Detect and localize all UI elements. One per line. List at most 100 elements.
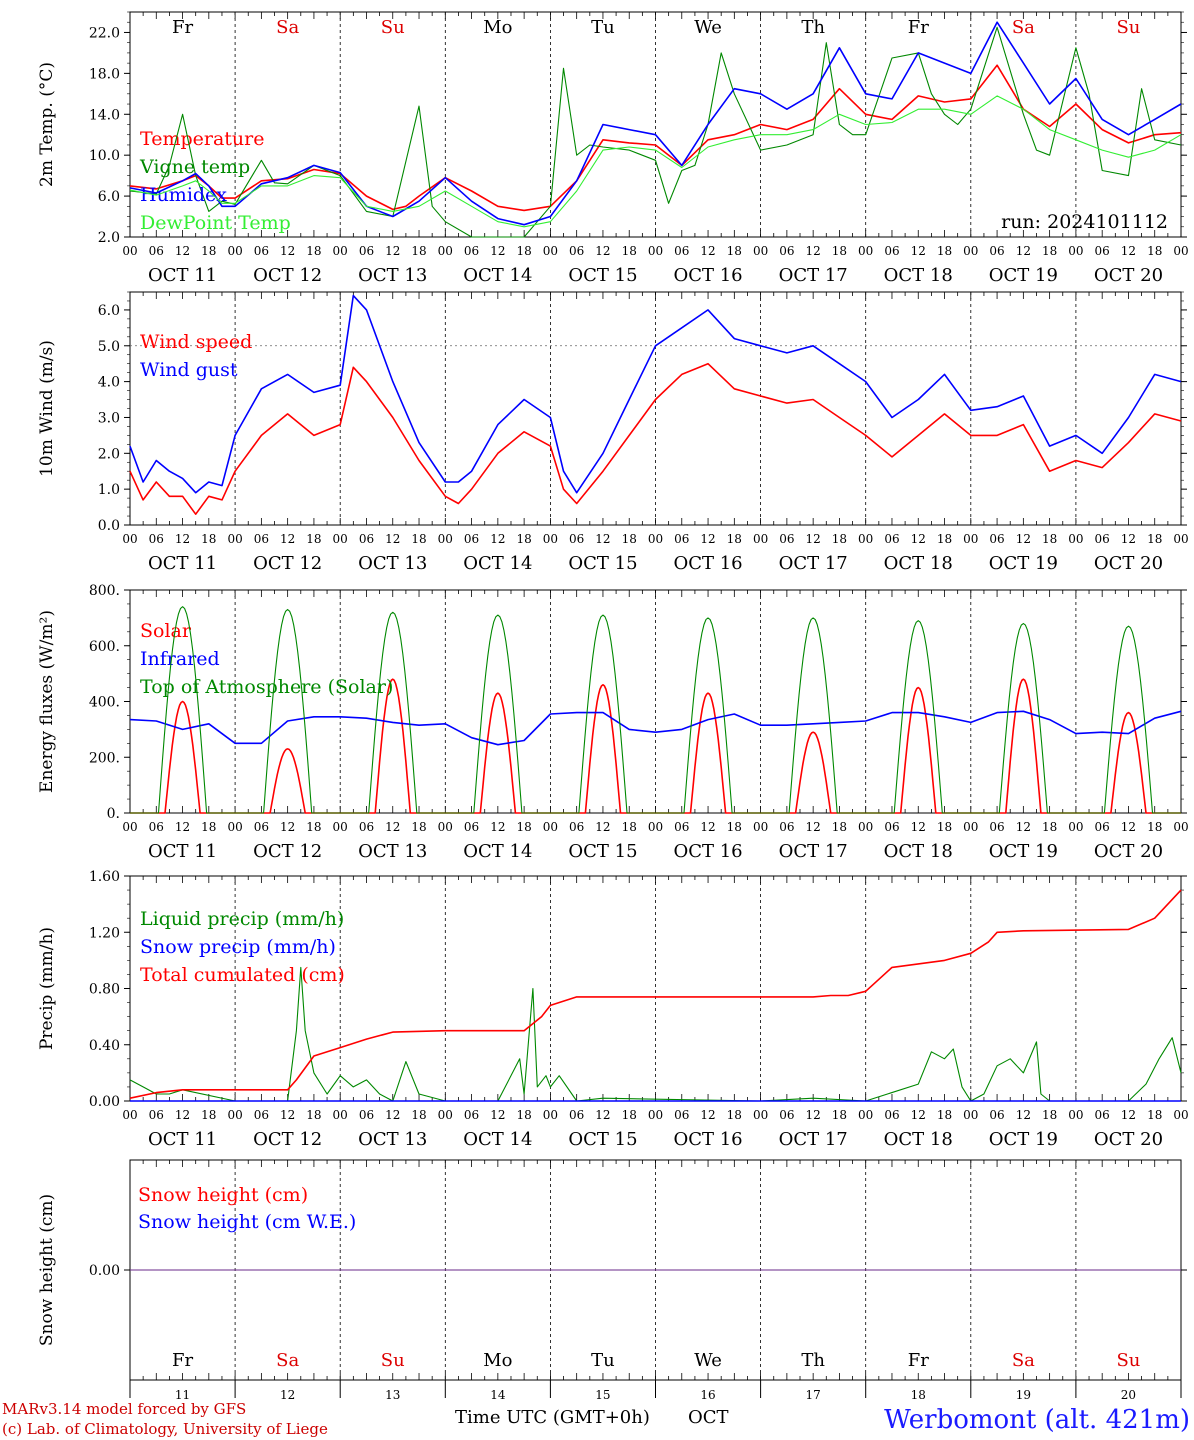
hour-label: 18 xyxy=(832,820,847,834)
hour-label: 06 xyxy=(1095,820,1110,834)
hour-label: 18 xyxy=(1147,1108,1162,1122)
series-line-temperature xyxy=(129,64,1182,212)
hour-label: 12 xyxy=(595,532,610,546)
legend-entry: Top of Atmosphere (Solar) xyxy=(140,676,393,698)
hour-label: 06 xyxy=(149,244,164,258)
hour-label: 12 xyxy=(595,1108,610,1122)
hour-label: 12 xyxy=(385,1108,400,1122)
series-line-humidex xyxy=(129,21,1182,226)
date-label: OCT 17 xyxy=(779,265,848,286)
hour-label: 00 xyxy=(1068,820,1083,834)
footer-lab-line: (c) Lab. of Climatology, University of L… xyxy=(2,1420,328,1438)
hour-label: 00 xyxy=(1173,244,1188,258)
hour-label: 12 xyxy=(911,532,926,546)
hour-label: 06 xyxy=(464,532,479,546)
hour-label: 00 xyxy=(333,820,348,834)
hour-label: 06 xyxy=(989,244,1004,258)
panel-temperature: 2.0 6.0 10.0 14.0 18.0 22.0 2m Temp. (°C) Tempe… xyxy=(37,11,1189,286)
hour-label: 18 xyxy=(1042,244,1057,258)
date-label: OCT 13 xyxy=(358,553,427,574)
y-axis-title: Snow height (cm) xyxy=(37,1194,57,1346)
hour-label: 06 xyxy=(254,1108,269,1122)
run-label: run: 2024101112 xyxy=(1001,211,1168,233)
hour-label: 18 xyxy=(937,1108,952,1122)
hour-label: 12 xyxy=(806,820,821,834)
day-of-week-label: Sa xyxy=(1012,1350,1035,1371)
month-label: OCT xyxy=(688,1407,729,1428)
hour-label: 12 xyxy=(1016,820,1031,834)
hour-label: 00 xyxy=(1173,1108,1188,1122)
legend-entry: Wind speed xyxy=(140,331,252,353)
hour-label: 18 xyxy=(411,1108,426,1122)
hour-label: 06 xyxy=(149,1108,164,1122)
date-label: OCT 14 xyxy=(463,265,532,286)
hour-label: 06 xyxy=(359,244,374,258)
hour-label: 00 xyxy=(333,244,348,258)
date-label: OCT 13 xyxy=(358,841,427,862)
series-line-vigne-temp xyxy=(129,26,1182,238)
hour-label: 06 xyxy=(989,1108,1004,1122)
hour-label: 06 xyxy=(674,1108,689,1122)
panel-energy: 0. 200. 400. 600. 800. Energy fluxes (W/m²) So… xyxy=(37,583,1189,862)
y-tick-label: 800. xyxy=(89,583,120,599)
hour-label: 12 xyxy=(280,532,295,546)
legend-entry: Snow height (cm) xyxy=(138,1184,308,1206)
date-label: OCT 13 xyxy=(358,1129,427,1150)
hour-label: 18 xyxy=(727,1108,742,1122)
day-number-label: 18 xyxy=(911,1388,926,1402)
date-label: OCT 12 xyxy=(253,265,322,286)
hour-label: 00 xyxy=(227,532,242,546)
day-of-week-label: Sa xyxy=(276,17,299,38)
y-tick-label: 4.0 xyxy=(98,375,120,391)
series-line-total-cumulated-cm xyxy=(129,889,1182,1099)
hour-label: 00 xyxy=(543,1108,558,1122)
hour-label: 06 xyxy=(464,1108,479,1122)
series-line-dewpoint-temp xyxy=(129,95,1182,228)
panel-snow: 0.00 Snow height (cm) Snow height (cm) Snow… xyxy=(37,1159,1187,1381)
date-label: OCT 18 xyxy=(884,1129,953,1150)
date-label: OCT 11 xyxy=(148,841,217,862)
hour-label: 12 xyxy=(1016,244,1031,258)
date-label: OCT 20 xyxy=(1094,1129,1163,1150)
day-of-week-label: Tu xyxy=(591,1350,615,1371)
hour-label: 00 xyxy=(858,244,873,258)
legend-entry: Solar xyxy=(140,620,192,642)
hour-label: 12 xyxy=(490,244,505,258)
date-label: OCT 11 xyxy=(148,553,217,574)
date-label: OCT 16 xyxy=(673,1129,742,1150)
date-label: OCT 14 xyxy=(463,1129,532,1150)
day-of-week-label: Su xyxy=(1116,1350,1140,1371)
hour-label: 12 xyxy=(700,532,715,546)
legend-entry: Wind gust xyxy=(140,359,238,381)
hour-label: 00 xyxy=(753,820,768,834)
day-of-week-label: We xyxy=(694,17,722,38)
date-label: OCT 18 xyxy=(884,841,953,862)
hour-label: 00 xyxy=(1068,1108,1083,1122)
hour-label: 00 xyxy=(1173,820,1188,834)
hour-label: 12 xyxy=(1016,532,1031,546)
hour-label: 06 xyxy=(989,532,1004,546)
hour-label: 06 xyxy=(779,244,794,258)
hour-label: 18 xyxy=(832,532,847,546)
y-tick-label: 200. xyxy=(89,750,120,766)
y-tick-label: 0.00 xyxy=(89,1094,120,1110)
station-name: Werbomont (alt. 421m) xyxy=(884,1405,1190,1435)
y-axis-title: Precip (mm/h) xyxy=(37,927,57,1050)
hour-label: 18 xyxy=(411,532,426,546)
hour-label: 18 xyxy=(201,532,216,546)
date-label: OCT 15 xyxy=(568,265,637,286)
y-tick-label: 0.00 xyxy=(89,1263,120,1279)
footer-model-line: MARv3.14 model forced by GFS xyxy=(2,1400,246,1418)
hour-label: 18 xyxy=(1147,532,1162,546)
hour-label: 00 xyxy=(438,532,453,546)
hour-label: 06 xyxy=(1095,1108,1110,1122)
y-tick-label: 2.0 xyxy=(98,230,120,246)
y-tick-label: 1.60 xyxy=(89,869,120,885)
date-label: OCT 16 xyxy=(673,841,742,862)
hour-label: 12 xyxy=(490,820,505,834)
hour-label: 18 xyxy=(1147,820,1162,834)
hour-label: 12 xyxy=(1121,532,1136,546)
hour-label: 00 xyxy=(227,244,242,258)
hour-label: 18 xyxy=(832,1108,847,1122)
